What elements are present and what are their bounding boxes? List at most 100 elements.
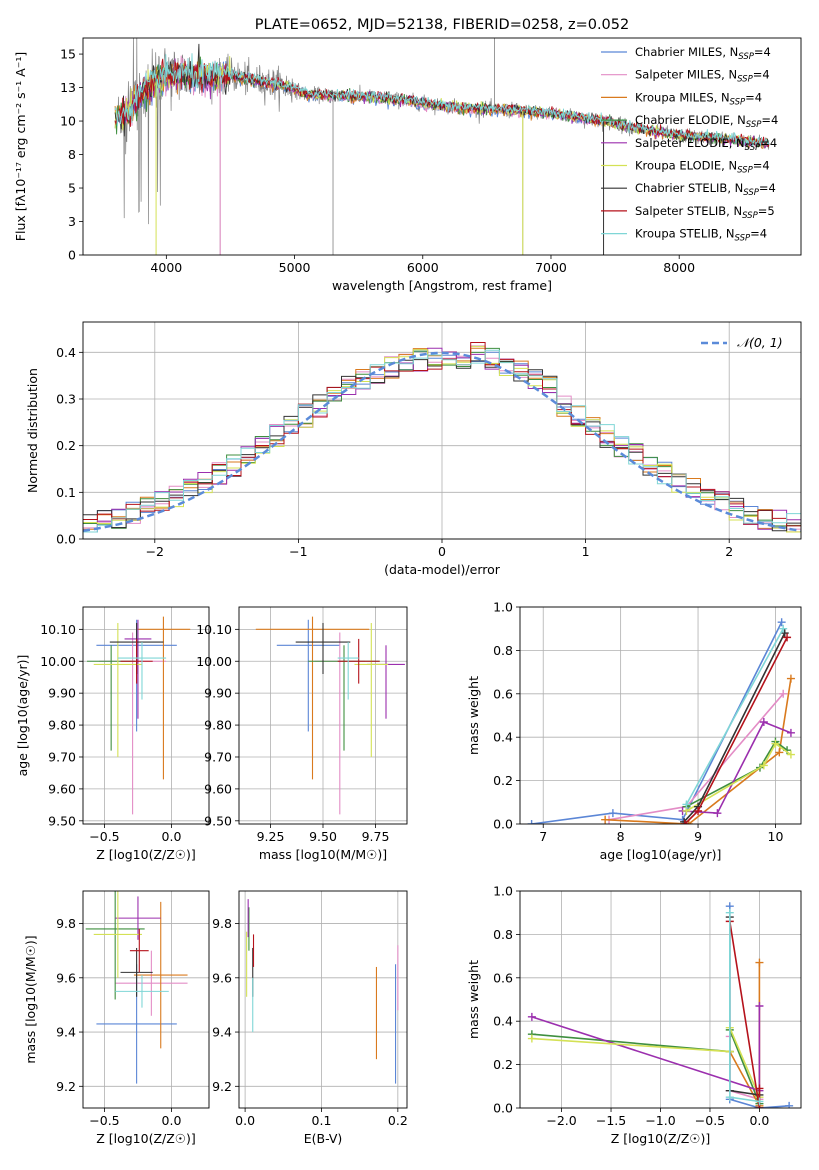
legend-label: Salpeter MILES, NSSP=4 [635,68,770,85]
weight-line-8 [685,628,784,805]
x-tick-label: 0 [438,544,446,559]
x-axis-label: age [log10(age/yr)] [600,847,722,862]
x-axis-label: Z [log10(Z/Z☉)] [96,1131,196,1146]
plot-area [255,616,405,815]
y-tick-label: 0.8 [493,643,513,658]
weight-marker [725,1093,734,1102]
weight-line-5 [685,742,792,812]
y-tick-label: 9.4 [56,1025,76,1040]
y-tick-label: 10 [60,114,76,129]
y-axis-label: Normed distribution [25,368,40,493]
panel-mass_vs_ebv: 0.0 0.1 0.2 9.2 9.4 9.6 9.8 E(B-V) [212,890,408,1146]
x-tick-label: −2.0 [546,1113,576,1128]
weight-marker [682,800,691,809]
x-tick-label: 0.0 [162,1113,182,1128]
weight-line-8 [729,912,760,1103]
y-tick-label: 9.70 [204,749,232,764]
y-tick-label: 0 [68,248,76,263]
x-tick-label: 1 [582,544,590,559]
y-tick-label: 1.0 [493,884,513,899]
panel-age_vs_mass: 9.25 9.50 9.75 9.50 9.60 9.70 9.80 9.90 10.00 10.… [196,606,408,862]
axes-frame [82,606,210,825]
y-tick-label: 9.50 [48,813,76,828]
panel-age_vs_Z: −0.5 0.0 9.50 9.60 9.70 9.80 9.90 10.00 10.10 Z [… [15,606,210,862]
y-axis-label: age [log10(age/yr)] [15,655,30,777]
weight-marker [771,739,780,748]
legend-label: Kroupa STELIB, NSSP=4 [635,227,767,244]
panel-weight_vs_Z: −2.0 −1.5 −1.0 −0.5 0.0 0.0 0.2 0.4 0.6 0.8 1.0 Z [… [466,884,802,1146]
legend-label: Chabrier ELODIE, NSSP=4 [635,113,778,130]
x-tick-label: −0.5 [89,1113,119,1128]
y-tick-label: 0.4 [493,730,513,745]
y-tick-label: 0.0 [493,817,513,832]
x-tick-label: 9.75 [362,829,390,844]
weight-marker [785,1101,794,1108]
x-axis-label: Z [log10(Z/Z☉)] [611,1131,711,1146]
x-axis-label: Z [log10(Z/Z☉)] [96,847,196,862]
x-axis-label: mass [log10(M/M☉)] [259,847,387,862]
x-tick-label: 7000 [535,260,567,275]
x-tick-label: −0.5 [695,1113,725,1128]
weight-line-2 [605,678,792,824]
weight-marker [779,689,788,698]
x-tick-label: 0.0 [162,829,182,844]
model-spectrum-8 [114,53,770,148]
x-tick-label: −2 [146,544,164,559]
weight-marker [527,1012,536,1021]
panel-spectrum: 4000 5000 6000 7000 8000 0 3 5 8 10 13 15 wavelength… [13,17,802,293]
weight-marker [759,718,768,727]
y-axis-label: mass weight [466,676,481,755]
y-tick-label: 9.4 [212,1025,232,1040]
plot-area [83,342,801,533]
weight-line-4 [682,720,792,814]
y-tick-label: 9.60 [48,781,76,796]
histogram-8 [83,349,801,533]
y-tick-label: 3 [68,214,76,229]
y-tick-label: 10.10 [196,622,232,637]
panel-weight_vs_age: 7 8 9 10 0.0 0.2 0.4 0.6 0.8 1.0 age [log10(age/yr… [466,600,802,862]
legend-label: 𝒩(0, 1) [737,335,783,350]
y-axis-label: mass [log10(M/M☉)] [23,935,38,1063]
x-tick-label: 9.25 [257,829,285,844]
weight-line-6 [683,632,786,823]
x-tick-label: 4000 [150,260,182,275]
legend-label: Kroupa MILES, NSSP=4 [635,90,762,107]
y-tick-label: 0.6 [493,686,513,701]
x-tick-label: −1 [289,544,307,559]
weight-line-7 [729,921,761,1108]
chart-title: PLATE=0652, MJD=52138, FIBERID=0258, z=0… [255,17,629,33]
weight-line-0 [531,621,783,824]
y-tick-label: 10.00 [40,654,76,669]
y-tick-label: 13 [60,80,76,95]
legend-label: Salpeter ELODIE, NSSP=4 [635,136,777,153]
axes-frame [238,890,408,1109]
plot-area [87,616,191,815]
histogram-4 [83,347,801,533]
weight-marker [601,815,610,824]
axes-frame [519,606,802,825]
x-axis-label: wavelength [Angstrom, rest frame] [332,278,552,293]
x-tick-label: 7 [539,829,547,844]
y-tick-label: 0.2 [493,1057,513,1072]
panel-mass_vs_Z: −0.5 0.0 9.2 9.4 9.6 9.8 Z [log10(Z/Z☉)] mass [… [23,890,210,1146]
y-tick-label: 0.6 [493,970,513,985]
y-tick-label: 0.4 [493,1014,513,1029]
y-tick-label: 1.0 [493,600,513,615]
y-axis-label: Flux [fλ10⁻¹⁷ erg cm⁻² s⁻¹ A⁻¹] [13,52,28,241]
weight-marker [783,633,792,642]
weight-line-4 [531,1006,761,1092]
y-tick-label: 9.80 [204,718,232,733]
y-tick-label: 9.60 [204,781,232,796]
x-tick-label: −1.5 [596,1113,626,1128]
x-tick-label: 0.0 [749,1113,769,1128]
y-tick-label: 0.8 [493,927,513,942]
y-tick-label: 9.6 [56,970,76,985]
y-tick-label: 9.80 [48,718,76,733]
y-tick-label: 9.2 [212,1079,232,1094]
y-tick-label: 0.0 [493,1101,513,1116]
weight-marker [755,1084,764,1093]
x-tick-label: 8 [617,829,625,844]
x-tick-label: 2 [725,544,733,559]
y-tick-label: 0.4 [56,345,76,360]
weight-marker [680,820,689,824]
